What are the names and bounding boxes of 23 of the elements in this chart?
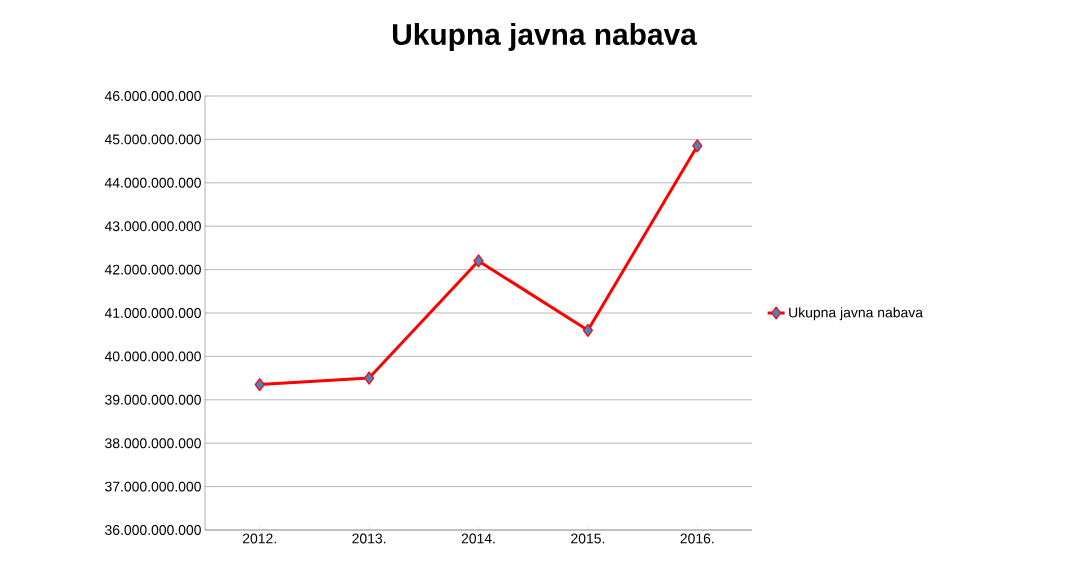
- y-tick-label: 42.000.000.000: [104, 264, 201, 275]
- y-tick-label: 41.000.000.000: [104, 308, 201, 318]
- x-tick-label: 2016.: [680, 533, 714, 544]
- point: [692, 139, 703, 153]
- x-tick-label: 2014.: [461, 533, 495, 544]
- y-tick-label: 37.000.000.000: [105, 481, 201, 492]
- point: [473, 254, 484, 268]
- chart-title: Ukupna javna nabava: [392, 23, 697, 51]
- y-tick-label: 38.000.000.000: [105, 438, 201, 449]
- y-tick-label: 40.000.000.000: [104, 351, 201, 362]
- y-tick-label: 44.000.000.000: [104, 177, 201, 188]
- y-tick-label: 46.000.000.000: [104, 91, 201, 101]
- point: [254, 378, 265, 392]
- x-tick-label: 2013.: [352, 533, 386, 544]
- y-tick-label: 36.000.000.000: [105, 525, 201, 535]
- y-tick-label: 45.000.000.000: [104, 134, 201, 145]
- legend-label: Ukupna javna nabava: [789, 307, 924, 321]
- x-tick-label: 2015.: [571, 533, 605, 544]
- point: [364, 371, 375, 385]
- y-tick-label: 39.000.000.000: [105, 394, 201, 405]
- point: [582, 323, 593, 337]
- x-tick-label: 2012.: [242, 533, 276, 544]
- y-tick-label: 43.000.000.000: [104, 221, 201, 232]
